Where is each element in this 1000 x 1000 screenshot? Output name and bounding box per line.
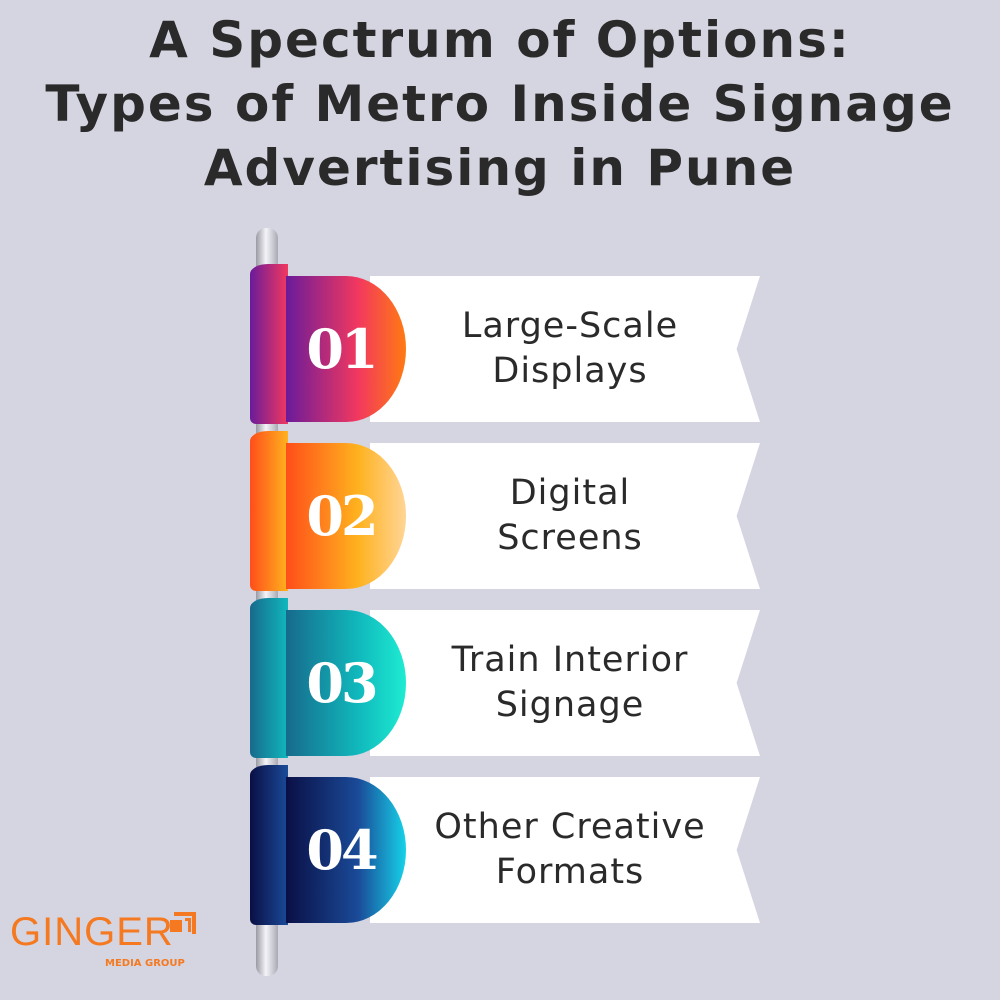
number-tab — [286, 610, 406, 756]
item-label: Other Creative Formats — [434, 807, 706, 892]
logo-mark-icon — [170, 912, 196, 934]
number-tab — [286, 777, 406, 923]
ribbon — [370, 777, 760, 923]
item-label: Train Interior Signage — [451, 640, 689, 725]
item-label: Digital Screens — [497, 473, 643, 558]
title-line: Types of Metro Inside Signage — [45, 75, 955, 133]
ribbon — [370, 276, 760, 422]
ribbon — [370, 443, 760, 589]
item-number: 04 — [306, 818, 378, 882]
ribbon-wrap — [250, 264, 288, 424]
logo-name: GINGER — [10, 910, 174, 954]
item-number: 01 — [306, 317, 378, 381]
item-number: 02 — [306, 484, 378, 548]
ribbon-wrap — [250, 765, 288, 925]
ribbon-wrap — [250, 598, 288, 758]
ribbon-wrap — [250, 431, 288, 591]
title-line: Advertising in Pune — [203, 139, 797, 197]
list-item: 04 Other Creative Formats — [250, 765, 760, 925]
title-line: A Spectrum of Options: — [149, 11, 851, 69]
list-item: 03 Train Interior Signage — [250, 598, 760, 758]
logo-subtitle: MEDIA GROUP — [105, 958, 185, 969]
page-title: A Spectrum of Options: Types of Metro In… — [0, 8, 1000, 200]
number-tab — [286, 443, 406, 589]
item-number: 03 — [306, 651, 378, 715]
number-tab — [286, 276, 406, 422]
ribbon — [370, 610, 760, 756]
ginger-logo: GINGER MEDIA GROUP — [10, 910, 196, 969]
list-item: 02 Digital Screens — [250, 431, 760, 591]
item-label: Large-Scale Displays — [461, 306, 679, 391]
list-item: 01 Large-Scale Displays — [250, 264, 760, 424]
